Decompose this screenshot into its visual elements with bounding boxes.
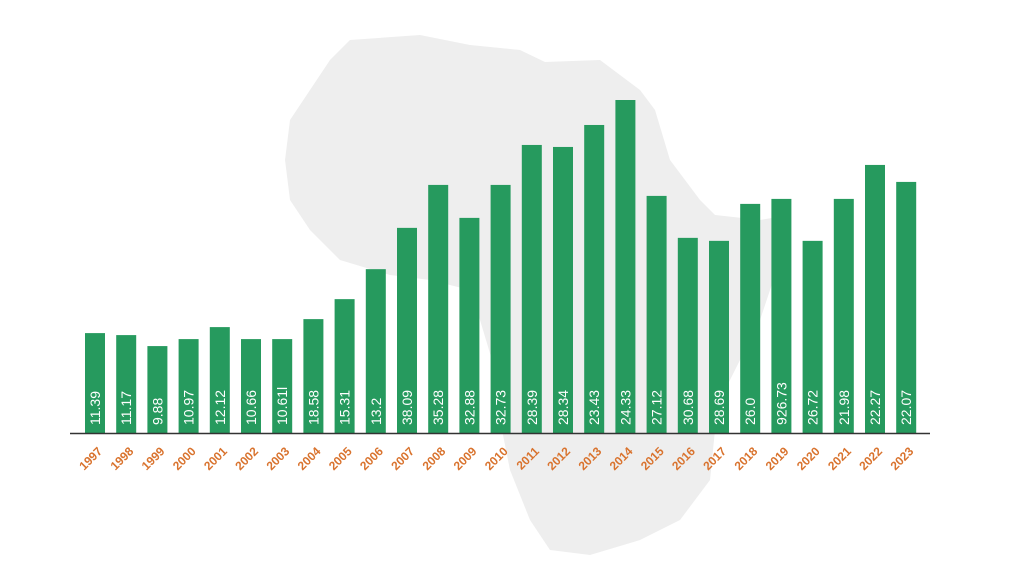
bar-value-label: 28.69 (711, 390, 727, 425)
bar-2020 (802, 240, 823, 433)
x-tick-label: 2009 (451, 444, 480, 473)
bar-value-label: 38.09 (399, 390, 415, 425)
x-tick-label: 1999 (139, 444, 168, 473)
bar-value-label: 26.0 (742, 398, 758, 425)
bar-value-label: 12.12 (212, 390, 228, 425)
bar-value-label: 30.68 (680, 390, 696, 425)
x-tick-label: 2018 (732, 444, 761, 473)
x-tick-label: 1997 (76, 444, 105, 473)
bar-2003 (272, 339, 293, 433)
x-tick-label: 2002 (232, 444, 261, 473)
x-tick-label: 2021 (825, 444, 854, 473)
bar-2022 (865, 164, 885, 433)
bar-2010 (490, 184, 511, 433)
bar-value-label: 28.39 (524, 390, 540, 425)
bar-2002 (241, 339, 261, 433)
bar-value-label: 22.07 (898, 390, 914, 425)
bar-2000 (178, 339, 199, 433)
bar-2015 (646, 195, 667, 433)
bar-1999 (147, 346, 168, 433)
bar-value-label: 11.39 (87, 391, 103, 425)
bar-2017 (709, 240, 729, 433)
bar-1998 (116, 335, 137, 433)
x-tick-label: 2004 (295, 444, 324, 473)
bar-value-label: 35.28 (430, 390, 446, 425)
bar-2019 (771, 198, 792, 433)
bar-value-label: 21.98 (836, 390, 852, 425)
bar-2023 (896, 181, 917, 433)
bar-value-label: 11.17 (118, 391, 134, 425)
bar-value-label: 10.97 (181, 390, 197, 425)
bar-value-label: 9.88 (149, 398, 165, 425)
bar-2018 (740, 203, 761, 433)
bar-2021 (833, 198, 854, 433)
bar-value-label: 18.58 (305, 390, 321, 425)
bar-2012 (553, 146, 573, 433)
bar-2014 (615, 100, 636, 433)
bar-2016 (677, 237, 698, 433)
x-tick-label: 2020 (794, 444, 823, 473)
bar-2001 (209, 327, 230, 433)
bar-2013 (584, 124, 605, 433)
x-tick-label: 2007 (388, 444, 417, 473)
bar-value-label: 926.73 (773, 382, 789, 425)
bar-value-label: 15.31 (337, 390, 353, 425)
bar-2008 (428, 184, 449, 433)
x-tick-label: 2006 (357, 444, 386, 473)
bar-2011 (521, 144, 542, 433)
x-tick-label: 2023 (888, 444, 917, 473)
bar-value-label: 23.43 (586, 390, 602, 425)
x-tick-label: 2005 (326, 444, 355, 473)
bar-value-label: 10.61l (274, 387, 290, 425)
bar-value-label: 32.88 (461, 390, 477, 425)
x-tick-label: 2000 (170, 444, 199, 473)
bar-2006 (365, 269, 386, 433)
bar-2005 (334, 299, 355, 433)
bar-2009 (459, 217, 480, 433)
bar-2007 (397, 227, 417, 433)
bar-value-label: 27.12 (649, 390, 665, 425)
x-tick-label: 2022 (856, 444, 885, 473)
bar-1997 (85, 333, 105, 433)
x-tick-label: 2008 (420, 444, 449, 473)
bar-value-label: 10.66 (243, 390, 259, 425)
bar-value-label: 22.27 (867, 390, 883, 425)
bar-value-label: 26.72 (805, 390, 821, 425)
bar-value-label: 32.73 (493, 390, 509, 425)
x-tick-label: 2019 (763, 444, 792, 473)
bar-2004 (303, 319, 324, 433)
bar-value-label: 28.34 (555, 390, 571, 425)
x-tick-label: 1998 (108, 444, 137, 473)
x-tick-label: 2001 (201, 444, 230, 473)
bar-value-label: 13.2 (368, 398, 384, 425)
bar-value-label: 24.33 (617, 390, 633, 425)
x-tick-label: 2003 (264, 444, 293, 473)
